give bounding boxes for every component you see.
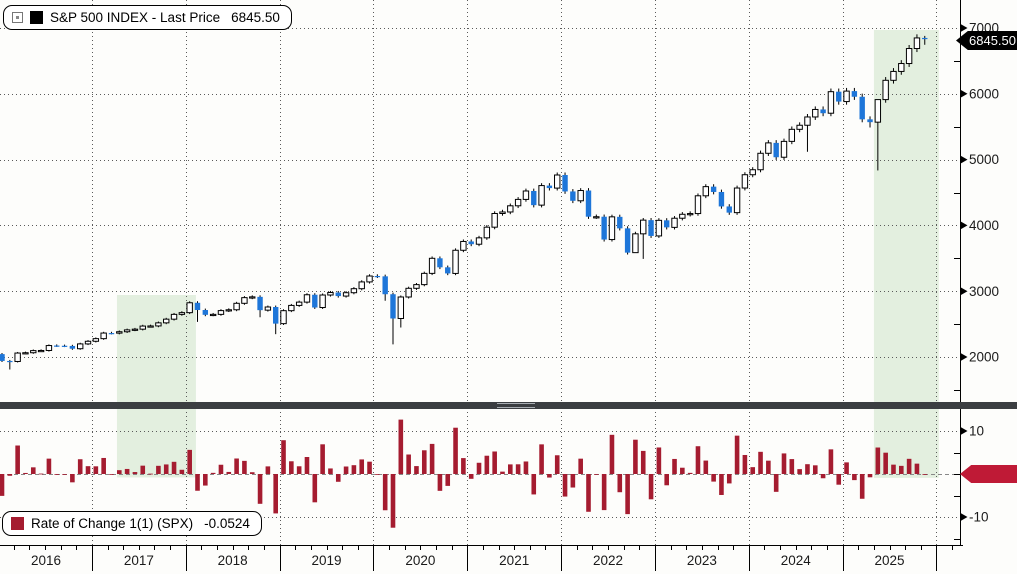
roc-legend-value: -0.0524 [204,516,250,531]
svg-text:5000: 5000 [969,152,999,167]
svg-text:2000: 2000 [969,350,999,365]
last-price-tag: 6845.50 [956,31,1017,50]
svg-text:4000: 4000 [969,218,999,233]
panel-divider[interactable] [0,402,1017,409]
svg-text:6000: 6000 [969,86,999,101]
expand-icon-glyph [16,16,19,19]
roc-legend[interactable]: Rate of Change 1(1) (SPX) -0.0524 [2,511,262,536]
x-axis-year-label: 2020 [405,553,435,568]
candlestick-series [0,34,928,370]
x-axis-year-label: 2025 [875,553,905,568]
x-axis-year-label: 2022 [593,553,623,568]
x-axis-year-label: 2019 [312,553,342,568]
price-legend[interactable]: S&P 500 INDEX - Last Price 6845.50 [3,5,292,30]
roc-value-tag [960,465,1017,483]
x-axis-year-label: 2024 [781,553,812,568]
price-legend-label: S&P 500 INDEX - Last Price [50,10,221,25]
svg-text:-10: -10 [969,510,989,525]
x-axis-year-label: 2017 [124,553,154,568]
roc-legend-label: Rate of Change 1(1) (SPX) [31,516,194,531]
roc-swatch [11,517,24,530]
expand-icon[interactable] [12,12,23,23]
x-axis-year-label: 2021 [499,553,529,568]
price-legend-value: 6845.50 [231,10,280,25]
x-axis-year-label: 2018 [218,553,248,568]
svg-text:3000: 3000 [969,284,999,299]
x-axis-year-label: 2023 [687,553,717,568]
svg-text:10: 10 [969,424,984,439]
x-axis-year-label: 2016 [31,553,61,568]
divider-grip-icon [497,403,535,408]
sp500-swatch [30,11,43,24]
highlight-regions [116,29,939,478]
roc-bar-series [0,419,928,528]
